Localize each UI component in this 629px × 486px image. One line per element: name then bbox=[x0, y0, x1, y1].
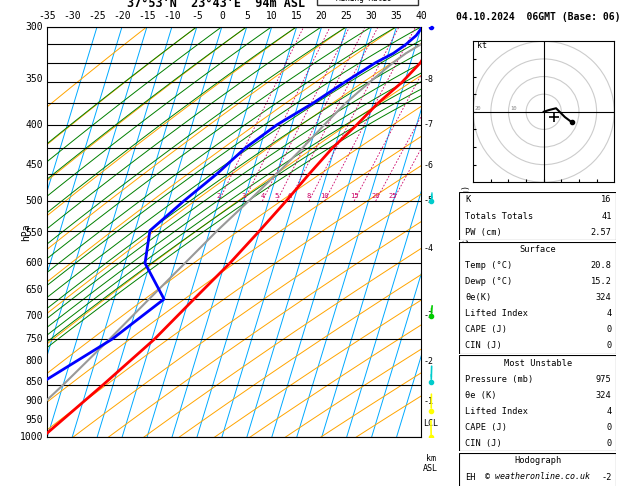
Text: -2: -2 bbox=[601, 472, 611, 482]
Text: -5: -5 bbox=[423, 196, 433, 206]
Text: 950: 950 bbox=[26, 415, 43, 425]
Text: -8: -8 bbox=[423, 75, 433, 84]
Text: Temp (°C): Temp (°C) bbox=[465, 261, 513, 270]
Text: km
ASL: km ASL bbox=[423, 454, 438, 473]
Text: 37°53'N  23°43'E  94m ASL: 37°53'N 23°43'E 94m ASL bbox=[126, 0, 304, 10]
Text: 0: 0 bbox=[606, 439, 611, 448]
Text: -7: -7 bbox=[423, 121, 433, 129]
Text: Lifted Index: Lifted Index bbox=[465, 407, 528, 416]
Text: 900: 900 bbox=[26, 397, 43, 406]
Text: © weatheronline.co.uk: © weatheronline.co.uk bbox=[486, 472, 590, 481]
Text: 450: 450 bbox=[26, 160, 43, 170]
Text: 1000: 1000 bbox=[20, 433, 43, 442]
Text: Most Unstable: Most Unstable bbox=[504, 359, 572, 368]
Text: CAPE (J): CAPE (J) bbox=[465, 325, 508, 334]
Text: 16: 16 bbox=[601, 195, 611, 205]
Text: CIN (J): CIN (J) bbox=[465, 439, 502, 448]
Text: 20.8: 20.8 bbox=[591, 261, 611, 270]
Text: 4: 4 bbox=[606, 309, 611, 318]
Text: -20: -20 bbox=[113, 11, 131, 20]
Text: -3: -3 bbox=[423, 311, 433, 320]
Text: -1: -1 bbox=[423, 397, 433, 406]
Text: 0: 0 bbox=[606, 423, 611, 432]
Text: Lifted Index: Lifted Index bbox=[465, 309, 528, 318]
Text: kt: kt bbox=[477, 41, 487, 51]
Legend: Temperature, Dewpoint, Parcel Trajectory, Dry Adiabat, Wet Adiabat, Isotherm, Mi: Temperature, Dewpoint, Parcel Trajectory… bbox=[317, 0, 418, 5]
Text: -6: -6 bbox=[423, 160, 433, 170]
Text: 40: 40 bbox=[416, 11, 427, 20]
Text: -35: -35 bbox=[38, 11, 56, 20]
Text: CAPE (J): CAPE (J) bbox=[465, 423, 508, 432]
Text: 5: 5 bbox=[244, 11, 250, 20]
Text: 600: 600 bbox=[26, 258, 43, 268]
Text: -15: -15 bbox=[138, 11, 156, 20]
Text: 10: 10 bbox=[320, 193, 329, 199]
Text: 6: 6 bbox=[287, 193, 291, 199]
Text: 20: 20 bbox=[372, 193, 380, 199]
Text: 15: 15 bbox=[291, 11, 303, 20]
Text: 0: 0 bbox=[606, 341, 611, 350]
Text: 324: 324 bbox=[596, 293, 611, 302]
Text: 4: 4 bbox=[260, 193, 265, 199]
Text: 750: 750 bbox=[26, 334, 43, 344]
Text: 350: 350 bbox=[26, 74, 43, 84]
Text: 8: 8 bbox=[307, 193, 311, 199]
Text: -5: -5 bbox=[191, 11, 203, 20]
Text: 3: 3 bbox=[242, 193, 246, 199]
Text: 800: 800 bbox=[26, 356, 43, 366]
Text: -10: -10 bbox=[163, 11, 181, 20]
Text: θe(K): θe(K) bbox=[465, 293, 492, 302]
Text: 15: 15 bbox=[350, 193, 359, 199]
Text: 500: 500 bbox=[26, 196, 43, 206]
Text: Pressure (mb): Pressure (mb) bbox=[465, 375, 534, 384]
Text: 4: 4 bbox=[606, 407, 611, 416]
Text: 2.57: 2.57 bbox=[591, 227, 611, 237]
Text: 35: 35 bbox=[391, 11, 403, 20]
Text: Mixing Ratio (g/kg): Mixing Ratio (g/kg) bbox=[462, 185, 471, 279]
Text: Totals Totals: Totals Totals bbox=[465, 211, 534, 221]
Text: 15.2: 15.2 bbox=[591, 277, 611, 286]
Text: 25: 25 bbox=[389, 193, 397, 199]
Text: 30: 30 bbox=[365, 11, 377, 20]
Text: 324: 324 bbox=[596, 391, 611, 400]
Text: -4: -4 bbox=[423, 244, 433, 253]
Text: 975: 975 bbox=[596, 375, 611, 384]
Text: 650: 650 bbox=[26, 285, 43, 295]
Text: 0: 0 bbox=[606, 325, 611, 334]
Text: θe (K): θe (K) bbox=[465, 391, 497, 400]
Text: Surface: Surface bbox=[520, 245, 556, 254]
Text: 300: 300 bbox=[26, 22, 43, 32]
Text: 850: 850 bbox=[26, 377, 43, 387]
Text: 04.10.2024  06GMT (Base: 06): 04.10.2024 06GMT (Base: 06) bbox=[455, 12, 620, 22]
Text: 25: 25 bbox=[341, 11, 352, 20]
Text: 700: 700 bbox=[26, 311, 43, 321]
Text: 41: 41 bbox=[601, 211, 611, 221]
Text: 20: 20 bbox=[316, 11, 328, 20]
Text: -30: -30 bbox=[64, 11, 81, 20]
Text: 20: 20 bbox=[475, 106, 482, 111]
Text: 400: 400 bbox=[26, 120, 43, 130]
Text: 10: 10 bbox=[266, 11, 277, 20]
Text: 2: 2 bbox=[217, 193, 221, 199]
Text: -2: -2 bbox=[423, 357, 433, 366]
Text: Dewp (°C): Dewp (°C) bbox=[465, 277, 513, 286]
Text: Hodograph: Hodograph bbox=[514, 456, 562, 466]
Text: hPa: hPa bbox=[21, 223, 31, 241]
Text: 550: 550 bbox=[26, 228, 43, 239]
Text: K: K bbox=[465, 195, 470, 205]
Text: LCL: LCL bbox=[423, 419, 438, 428]
Text: PW (cm): PW (cm) bbox=[465, 227, 502, 237]
Text: 0: 0 bbox=[219, 11, 225, 20]
Text: CIN (J): CIN (J) bbox=[465, 341, 502, 350]
Text: -25: -25 bbox=[88, 11, 106, 20]
Text: 5: 5 bbox=[275, 193, 279, 199]
Text: 10: 10 bbox=[510, 106, 517, 111]
Text: EH: EH bbox=[465, 472, 476, 482]
